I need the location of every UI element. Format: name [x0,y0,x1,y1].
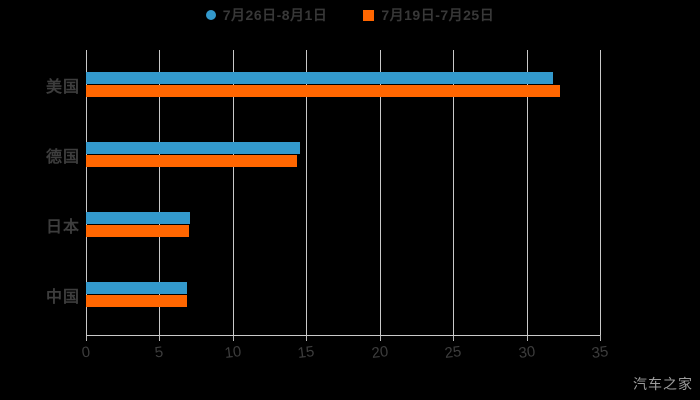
legend-square-icon [363,9,375,21]
category-label: 德国 [45,148,80,166]
gridline [232,50,234,335]
x-tick-label: 10 [223,343,243,362]
bar-current-week[interactable] [86,142,301,154]
bar-previous-week[interactable] [86,155,298,167]
bar-current-week[interactable] [86,282,188,294]
x-axis-tick [600,335,601,341]
x-tick-label: 35 [590,343,610,362]
legend-label: 7月26日-8月1日 [222,7,328,23]
x-tick-label: 5 [154,343,165,362]
category-label: 美国 [45,78,80,96]
category-label: 中国 [45,288,80,306]
bar-current-week[interactable] [86,72,553,84]
x-axis-tick [232,335,234,341]
chart-legend: 7月26日-8月1日 7月19日-7月25日 [0,5,700,25]
gridline [453,50,455,335]
legend-label: 7月19日-7月25日 [381,7,495,23]
watermark-autohome: 汽车之家 [633,376,693,392]
gridline [306,50,308,335]
gridline [526,50,528,335]
gridline [600,50,601,335]
x-tick-label: 15 [296,343,316,362]
bar-previous-week[interactable] [86,225,189,237]
x-axis-line [86,335,600,336]
x-axis-tick [379,335,381,341]
bar-previous-week[interactable] [86,295,188,307]
x-axis-tick [526,335,528,341]
legend-item[interactable]: 7月19日-7月25日 [363,5,494,25]
legend-item[interactable]: 7月26日-8月1日 [205,5,328,25]
gridline [159,50,161,335]
x-tick-label: 0 [80,343,92,362]
x-tick-label: 20 [370,343,390,362]
legend-circle-icon [205,10,216,20]
category-label: 日本 [45,218,80,236]
x-tick-label: 30 [517,343,536,362]
x-axis-tick [306,335,308,341]
bar-current-week[interactable] [86,212,191,224]
x-axis-tick [453,335,455,341]
x-axis-tick [159,335,161,341]
gridline [86,50,87,335]
gridline [379,50,381,335]
x-axis-tick [86,335,87,341]
x-tick-label: 25 [443,343,463,362]
bar-previous-week[interactable] [86,85,561,97]
